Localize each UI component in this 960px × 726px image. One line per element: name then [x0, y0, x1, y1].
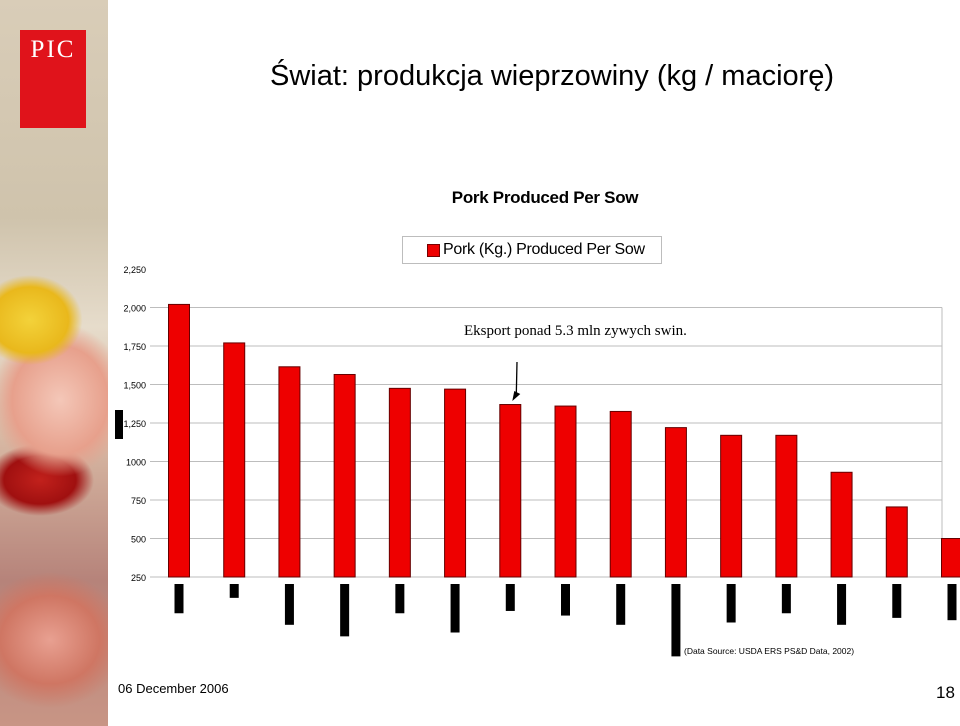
lower-bar	[340, 584, 350, 637]
chart-title: Pork Produced Per Sow	[451, 188, 639, 207]
y-tick-label: 1,500	[123, 381, 146, 391]
chart-legend: Pork (Kg.) Produced Per Sow	[402, 236, 662, 264]
lower-bar	[284, 584, 294, 625]
lower-bar	[837, 584, 847, 625]
y-tick-label: 500	[131, 535, 146, 545]
data-source-note: (Data Source: USDA ERS PS&D Data, 2002)	[684, 646, 855, 656]
lower-bar	[726, 584, 736, 623]
slide-title: Świat: produkcja wieprzowiny (kg / macio…	[270, 60, 835, 92]
y-axis-marker	[115, 410, 123, 439]
lower-bar	[505, 584, 515, 611]
footer-date: 06 December 2006	[118, 681, 229, 696]
lower-bar	[892, 584, 902, 618]
lower-bars	[174, 584, 957, 657]
y-tick-label: 2,250	[123, 265, 146, 275]
lower-bar	[561, 584, 570, 616]
bar	[388, 387, 411, 578]
y-tick-labels: 2,250 2,000 1,750 1,500 1,250 1000 750 500 250	[123, 265, 146, 583]
bar	[830, 471, 853, 578]
arrow-head	[512, 391, 521, 401]
lower-bar	[174, 584, 184, 614]
chart-annotation: Eksport ponad 5.3 mln zywych swin.	[464, 323, 687, 339]
lower-bar	[450, 584, 460, 633]
bar	[333, 373, 356, 578]
bar	[168, 303, 190, 578]
bar	[720, 434, 743, 578]
legend-swatch	[427, 244, 440, 257]
bars	[168, 303, 960, 578]
bar	[941, 538, 960, 578]
lower-bar	[395, 584, 405, 614]
legend-label: Pork (Kg.) Produced Per Sow	[443, 241, 645, 258]
y-tick-label: 750	[131, 496, 146, 506]
bar	[609, 410, 632, 578]
y-tick-label: 1,250	[123, 419, 146, 429]
gridlines	[150, 307, 943, 578]
bar	[554, 405, 577, 578]
lower-bar	[781, 584, 791, 614]
bar	[885, 506, 908, 578]
bar	[664, 427, 687, 578]
y-tick-label: 1,750	[123, 342, 146, 352]
bar	[444, 388, 467, 578]
bar	[223, 342, 246, 578]
lower-bar	[947, 584, 957, 621]
lower-bar	[671, 584, 681, 657]
bar	[775, 434, 798, 578]
y-tick-label: 1000	[126, 458, 146, 468]
lower-bar	[616, 584, 626, 625]
lower-bar	[229, 584, 239, 598]
arrow-shaft	[515, 361, 518, 396]
annotation-arrow	[512, 361, 521, 401]
y-tick-label: 250	[131, 573, 146, 583]
bar	[499, 404, 522, 578]
bar	[278, 366, 301, 578]
page-number: 18	[936, 683, 955, 702]
y-tick-label: 2,000	[123, 304, 146, 314]
pic-logo: PIC	[20, 30, 86, 128]
